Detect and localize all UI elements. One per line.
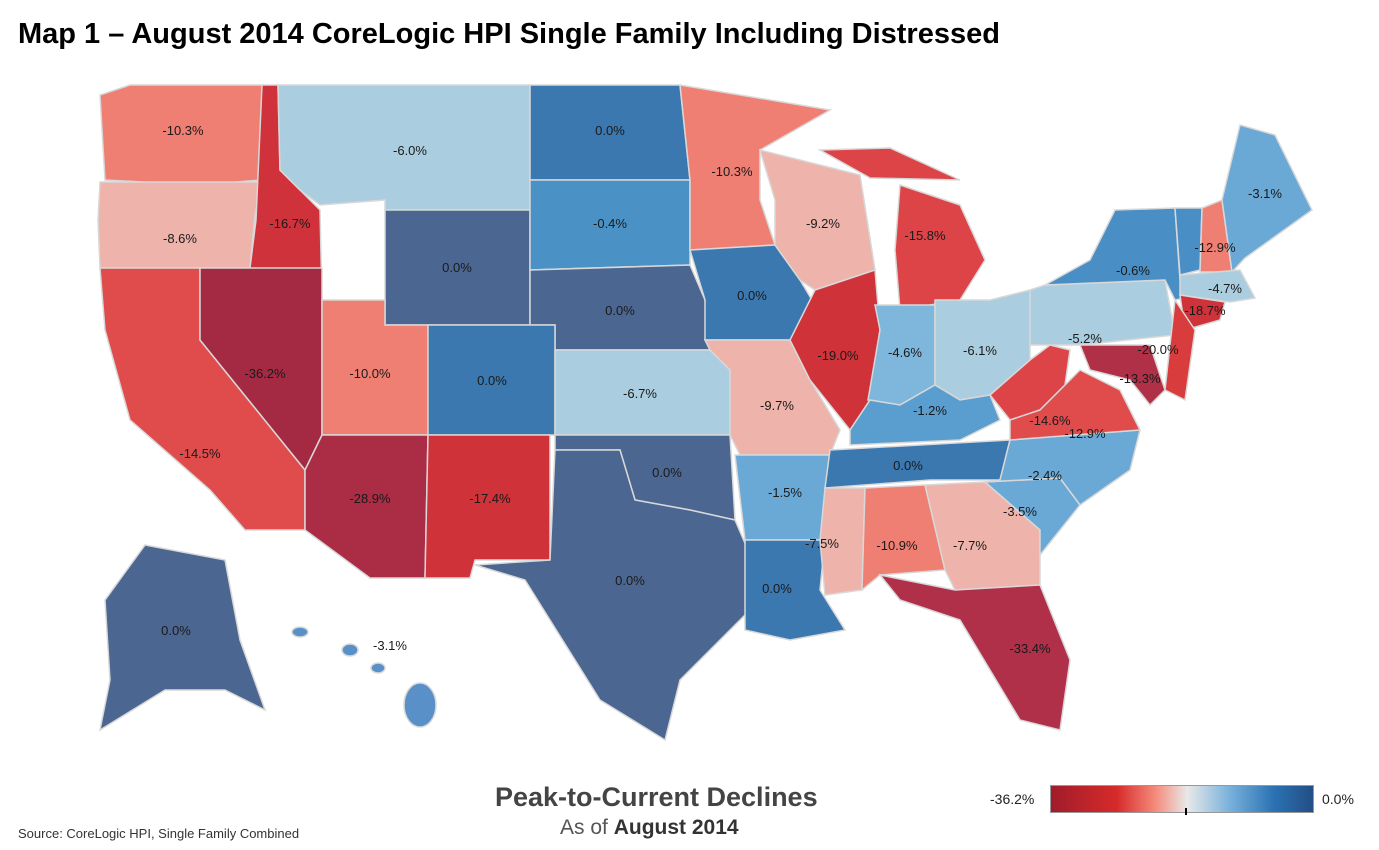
- state-value-label: 0.0%: [762, 581, 792, 596]
- state-mn: [679, 84, 833, 251]
- state-value-label: -3.1%: [1248, 186, 1282, 201]
- state-md: [1078, 344, 1166, 407]
- state-shape: [1009, 369, 1142, 441]
- state-hi: [291, 626, 437, 728]
- color-scale-bar: [1050, 785, 1314, 813]
- state-shape: [758, 148, 876, 291]
- state-value-label: -10.0%: [349, 366, 391, 381]
- state-value-label: -6.1%: [963, 343, 997, 358]
- state-value-label: -2.4%: [1028, 468, 1062, 483]
- island-shape: [341, 643, 359, 657]
- state-value-label: 0.0%: [615, 573, 645, 588]
- state-tx: [474, 449, 751, 742]
- scale-max-label: 0.0%: [1322, 791, 1354, 807]
- state-value-label: -10.9%: [876, 538, 918, 553]
- state-wi: [758, 148, 876, 291]
- state-pa: [1029, 279, 1176, 346]
- state-ma: [1179, 269, 1257, 303]
- state-value-label: 0.0%: [595, 123, 625, 138]
- state-value-label: -14.5%: [179, 446, 221, 461]
- state-value-label: -36.2%: [244, 366, 286, 381]
- scale-min-label: -36.2%: [990, 791, 1035, 807]
- legend-subtitle-prefix: As of: [560, 816, 608, 839]
- state-value-label: -17.4%: [469, 491, 511, 506]
- state-shape: [1029, 279, 1176, 346]
- state-value-label: -8.6%: [163, 231, 197, 246]
- state-value-label: -9.7%: [760, 398, 794, 413]
- state-or: [97, 181, 263, 269]
- state-ms: [819, 487, 866, 596]
- state-value-label: -5.2%: [1068, 331, 1102, 346]
- legend-title: Peak-to-Current Declines: [495, 782, 818, 812]
- state-value-label: -28.9%: [349, 491, 391, 506]
- state-value-label: -13.3%: [1119, 371, 1161, 386]
- map-title: Map 1 – August 2014 CoreLogic HPI Single…: [18, 18, 1000, 50]
- state-value-label: -18.7%: [1184, 303, 1226, 318]
- state-shape: [679, 84, 833, 251]
- state-shape: [474, 449, 751, 742]
- state-value-label: -15.8%: [904, 228, 946, 243]
- state-shape: [424, 434, 551, 579]
- state-value-label: -12.9%: [1064, 426, 1106, 441]
- legend-subtitle: As of August 2014: [560, 816, 739, 840]
- state-value-label: -16.7%: [269, 216, 311, 231]
- state-value-label: -10.3%: [711, 164, 753, 179]
- island-shape: [403, 682, 437, 728]
- state-value-label: -4.6%: [888, 345, 922, 360]
- state-shape: [98, 544, 267, 732]
- state-value-label: -3.1%: [373, 638, 407, 653]
- state-tn: [824, 439, 1011, 489]
- state-value-label: -6.7%: [623, 386, 657, 401]
- state-fl: [878, 573, 1071, 731]
- state-value-label: -9.2%: [806, 216, 840, 231]
- state-value-label: -12.9%: [1194, 240, 1236, 255]
- state-value-label: -19.0%: [817, 348, 859, 363]
- island-shape: [291, 626, 309, 638]
- legend-subtitle-date: August 2014: [613, 816, 739, 839]
- state-ak: [98, 544, 267, 732]
- state-value-label: -20.0%: [1137, 342, 1179, 357]
- state-shape: [849, 384, 1001, 446]
- state-value-label: -1.5%: [768, 485, 802, 500]
- state-value-label: -6.0%: [393, 143, 427, 158]
- state-shape: [1078, 344, 1166, 407]
- state-value-label: 0.0%: [161, 623, 191, 638]
- state-value-label: 0.0%: [893, 458, 923, 473]
- state-value-label: -14.6%: [1029, 413, 1071, 428]
- state-value-label: -0.6%: [1116, 263, 1150, 278]
- state-shape: [817, 147, 961, 181]
- state-value-label: 0.0%: [652, 465, 682, 480]
- state-al: [861, 484, 946, 592]
- state-shape: [861, 484, 946, 592]
- state-value-label: 0.0%: [477, 373, 507, 388]
- state-value-label: 0.0%: [605, 303, 635, 318]
- state-value-label: -10.3%: [162, 123, 204, 138]
- state-value-label: 0.0%: [737, 288, 767, 303]
- state-value-label: -3.5%: [1003, 504, 1037, 519]
- state-value-label: -33.4%: [1009, 641, 1051, 656]
- state-value-label: -1.2%: [913, 403, 947, 418]
- color-scale-tick: [1185, 808, 1187, 815]
- state-ky: [849, 384, 1001, 446]
- state-shape: [1179, 269, 1257, 303]
- state-shape: [824, 439, 1011, 489]
- state-shape: [304, 434, 429, 579]
- state-shape: [878, 573, 1071, 731]
- state-shape: [819, 487, 866, 596]
- state-va: [1009, 369, 1142, 441]
- state-value-label: -7.5%: [805, 536, 839, 551]
- state-value-label: -4.7%: [1208, 281, 1242, 296]
- state-value-label: -7.7%: [953, 538, 987, 553]
- state-shape: [97, 181, 263, 269]
- state-shape: [894, 183, 986, 311]
- state-value-label: -0.4%: [593, 216, 627, 231]
- state-az: [304, 434, 429, 579]
- state-nj: [1164, 297, 1196, 402]
- state-value-label: 0.0%: [442, 260, 472, 275]
- island-shape: [370, 662, 386, 674]
- source-note: Source: CoreLogic HPI, Single Family Com…: [18, 826, 300, 841]
- state-nm: [424, 434, 551, 579]
- state-shape: [1164, 297, 1196, 402]
